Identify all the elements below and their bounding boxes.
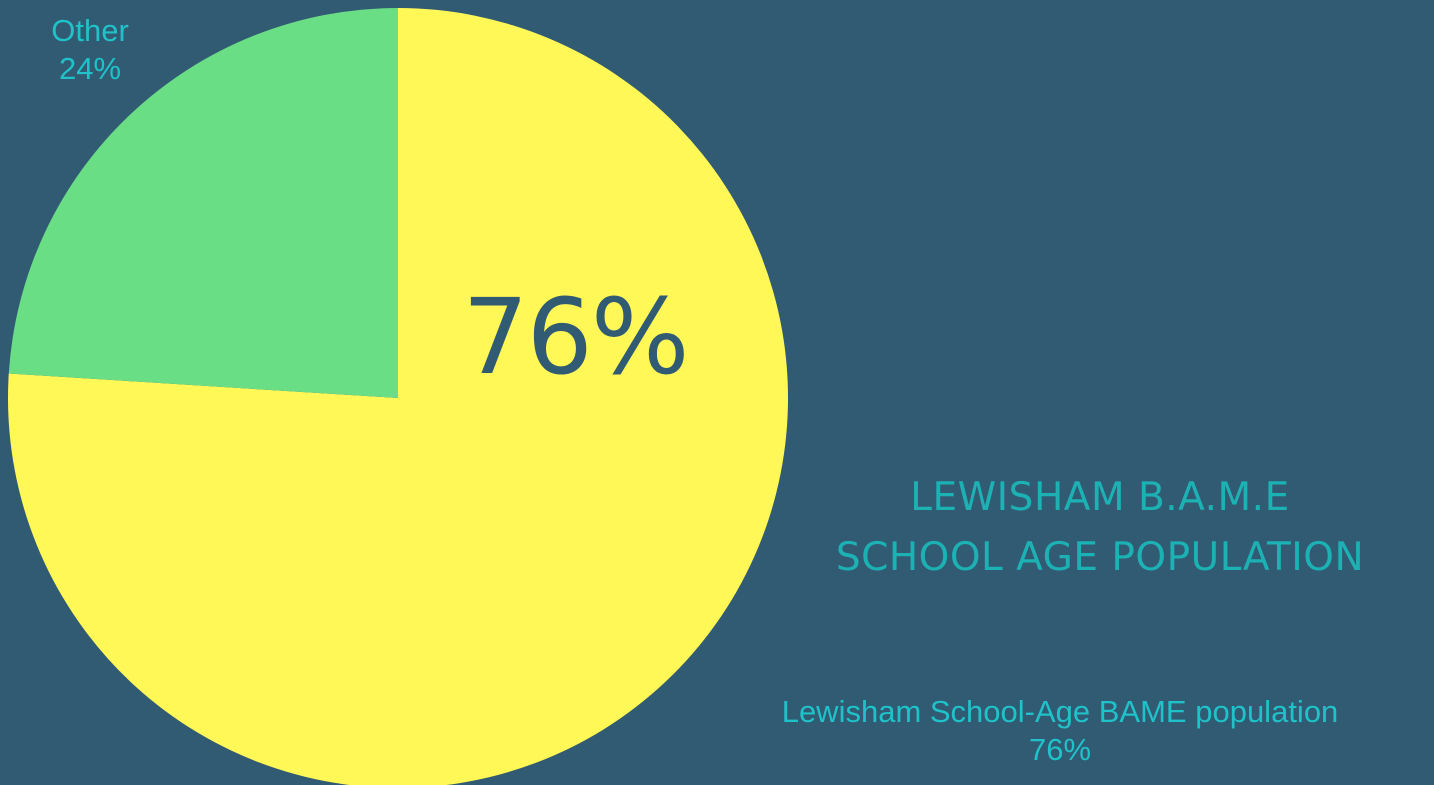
pie-slice-bame (8, 8, 788, 785)
slice-label-other-value: 24% (58, 51, 122, 86)
pie-slice-other (8, 8, 399, 398)
center-percent-label: 76% (462, 276, 689, 398)
slice-label-bame-value: 76% (1028, 732, 1092, 767)
slice-label-other: Other 24% (10, 12, 170, 88)
chart-title-line-2: SCHOOL AGE POPULATION (835, 535, 1365, 580)
slice-label-other-name: Other (51, 13, 129, 48)
slice-label-bame-name: Lewisham School-Age BAME population (781, 694, 1339, 729)
chart-title-line-1: LEWISHAM B.A.M.E (910, 475, 1290, 520)
slice-label-bame: Lewisham School-Age BAME population 76% (690, 693, 1430, 769)
chart-title: LEWISHAM B.A.M.E SCHOOL AGE POPULATION (760, 468, 1434, 588)
